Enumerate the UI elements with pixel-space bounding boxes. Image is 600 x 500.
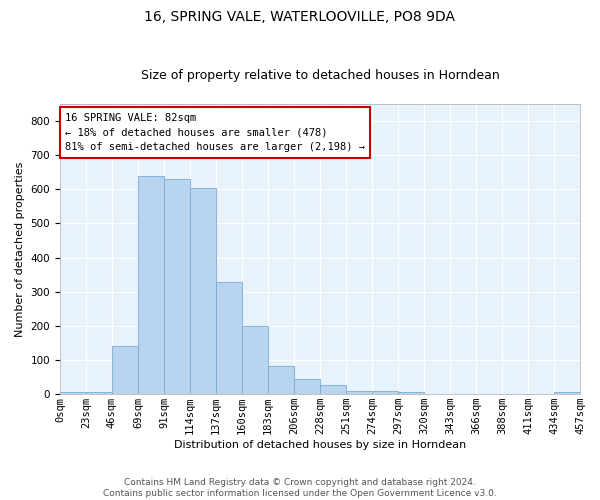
Bar [86, 392, 112, 394]
Text: 16, SPRING VALE, WATERLOOVILLE, PO8 9DA: 16, SPRING VALE, WATERLOOVILLE, PO8 9DA [145, 10, 455, 24]
Bar [216, 282, 242, 394]
Bar [398, 392, 424, 394]
Text: 16 SPRING VALE: 82sqm
← 18% of detached houses are smaller (478)
81% of semi-det: 16 SPRING VALE: 82sqm ← 18% of detached … [65, 112, 365, 152]
X-axis label: Distribution of detached houses by size in Horndean: Distribution of detached houses by size … [174, 440, 466, 450]
Bar [346, 391, 372, 394]
Bar [372, 391, 398, 394]
Bar [268, 366, 294, 394]
Bar [60, 392, 86, 394]
Bar [242, 326, 268, 394]
Bar [190, 188, 216, 394]
Bar [554, 392, 580, 394]
Bar [164, 179, 190, 394]
Bar [294, 379, 320, 394]
Bar [138, 176, 164, 394]
Text: Contains HM Land Registry data © Crown copyright and database right 2024.
Contai: Contains HM Land Registry data © Crown c… [103, 478, 497, 498]
Title: Size of property relative to detached houses in Horndean: Size of property relative to detached ho… [140, 69, 499, 82]
Y-axis label: Number of detached properties: Number of detached properties [15, 162, 25, 337]
Bar [320, 385, 346, 394]
Bar [112, 346, 138, 394]
